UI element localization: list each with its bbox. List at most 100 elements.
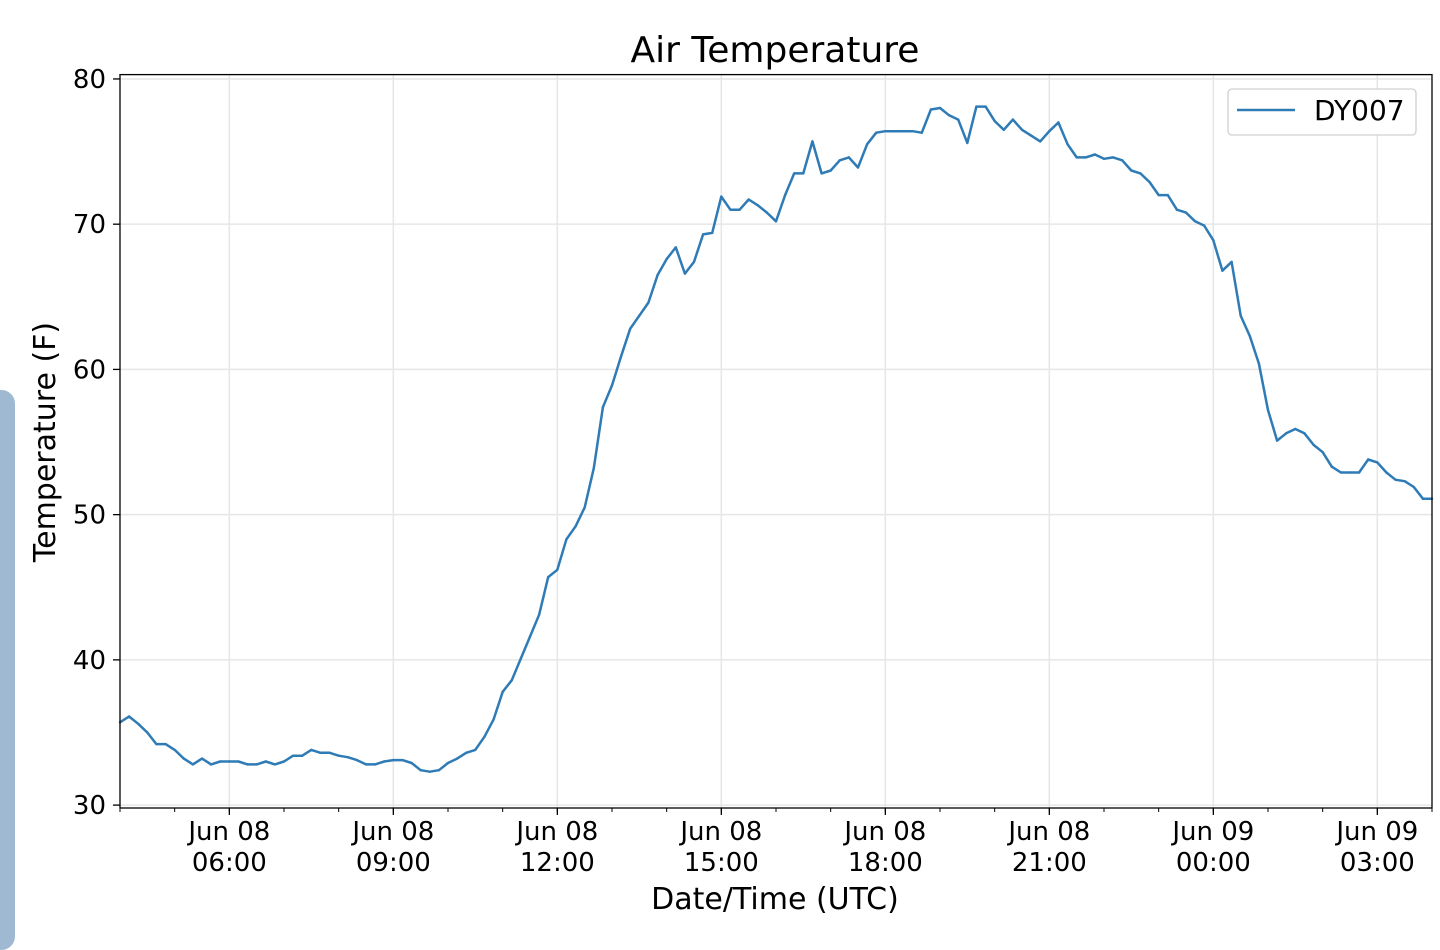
x-tick-label-time: 09:00 [356,848,431,878]
data-point [373,763,377,766]
data-point [629,327,632,330]
data-point [1048,130,1051,133]
data-point [1130,169,1133,172]
x-tick-label-date: Jun 09 [1334,817,1418,847]
data-point [155,742,158,746]
x-tick-label-date: Jun 08 [1006,817,1090,847]
data-point [756,204,759,207]
data-point [319,751,322,754]
data-point [310,748,313,752]
data-point [492,718,495,721]
data-point [501,690,504,693]
data-point [1367,458,1370,461]
data-point [547,575,550,579]
data-point [346,756,349,759]
data-point [1394,478,1397,481]
data-point [519,657,523,660]
x-tick-label-time: 21:00 [1012,848,1087,878]
data-point [1239,314,1242,317]
data-point [1166,193,1170,197]
data-point [638,314,641,317]
data-point [137,722,140,725]
x-tick-label-date: Jun 08 [678,817,762,847]
data-point [993,119,996,123]
data-point [747,198,750,201]
data-point [647,301,650,304]
series-line-dy007 [119,105,1432,773]
data-point [911,130,914,133]
data-point [884,130,887,133]
y-tick-label: 60 [73,355,106,385]
data-point [537,613,541,616]
data-point [610,384,614,387]
chart-title: Air Temperature [631,30,920,71]
data-point [583,506,586,509]
data-point [209,763,213,766]
data-point [419,769,422,772]
data-point [1148,180,1151,184]
data-point [856,166,860,169]
data-point [1175,208,1179,211]
data-point [984,105,987,108]
data-point [957,118,960,121]
data-point [711,231,714,235]
data-point [410,761,413,765]
data-point [200,757,204,760]
data-point [1111,156,1115,159]
data-point [437,769,441,772]
data-point [1020,128,1024,131]
data-point [291,754,295,757]
data-point [273,763,277,766]
y-tick-label: 50 [73,501,106,531]
data-point [738,208,741,211]
data-point [164,742,167,746]
data-point [465,751,468,754]
data-point [1403,480,1406,483]
data-point [1057,121,1060,124]
data-point [902,130,905,133]
series-layer [118,105,1434,773]
x-tick-label-date: Jun 08 [350,817,434,847]
data-point [146,731,149,734]
data-point [1193,220,1197,223]
y-tick-label: 40 [73,646,106,676]
data-point [1230,260,1233,264]
x-tick-label-date: Jun 08 [514,817,598,847]
x-tick-label-date: Jun 09 [1170,817,1254,847]
data-point [920,131,923,134]
data-point [865,143,869,146]
data-point [729,208,732,211]
data-point [1002,128,1005,131]
data-point [1075,156,1078,159]
data-point [1212,239,1215,242]
data-point [1275,439,1279,442]
data-point [510,679,513,682]
y-tick-label: 30 [73,791,106,821]
data-point [1385,471,1388,474]
data-point [619,355,623,358]
data-point [1285,432,1288,435]
y-axis-label: Temperature (F) [28,322,63,563]
data-point [656,273,659,277]
data-point [674,246,677,249]
x-tick-label-date: Jun 08 [842,817,926,847]
data-point [392,758,395,762]
x-tick-label-time: 18:00 [848,848,923,878]
legend-box [1227,88,1417,136]
data-point [1321,451,1324,454]
legend: DY007 [1227,88,1417,136]
data-point [1421,497,1425,500]
data-point [173,748,176,752]
data-point [264,760,267,763]
x-tick-label-time: 12:00 [520,848,595,878]
data-point [474,748,477,752]
data-point [1066,143,1069,146]
data-point [1039,140,1042,143]
data-point [383,760,386,763]
data-point [765,211,769,214]
data-point [127,715,131,718]
data-point [483,735,486,738]
legend-label: DY007 [1314,94,1405,127]
